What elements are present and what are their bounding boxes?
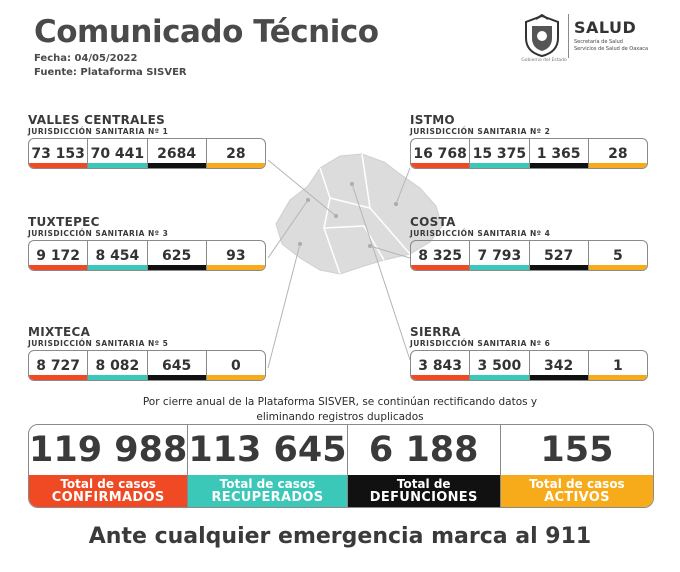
jurisdiction-name: TUXTEPEC (28, 215, 100, 229)
jurisdiction-subtitle: JURISDICCIÓN SANITARIA Nº 5 (28, 339, 169, 348)
logo-line-2: Servicios de Salud de Oaxaca (574, 46, 649, 52)
jurisdiction-subtitle: JURISDICCIÓN SANITARIA Nº 2 (410, 127, 551, 136)
deaths-value: 625 (147, 241, 207, 270)
active-value: 1 (588, 351, 647, 380)
notice-line-1: Por cierre anual de la Plataforma SISVER… (142, 396, 538, 408)
total-label: Total de casos ACTIVOS (500, 475, 653, 507)
notice-line-2: eliminando registros duplicados (256, 411, 424, 423)
salud-wordmark: SALUD (574, 18, 637, 37)
recovered-value: 8 454 (88, 241, 148, 270)
jurisdiction-sierra: SIERRA JURISDICCIÓN SANITARIA Nº 6 3 843… (410, 326, 650, 381)
jurisdiction-stats: 9 172 8 454 625 93 (28, 240, 266, 271)
jurisdiction-stats: 73 153 70 441 2684 28 (28, 138, 266, 169)
jurisdiction-valles-centrales: VALLES CENTRALES JURISDICCIÓN SANITARIA … (28, 114, 268, 169)
jurisdiction-subtitle: JURISDICCIÓN SANITARIA Nº 1 (28, 127, 169, 136)
jurisdiction-stats: 3 843 3 500 342 1 (410, 350, 648, 381)
total-confirmed: 119 988 Total de casos CONFIRMADOS (29, 425, 189, 507)
total-label: Total de DEFUNCIONES (347, 475, 500, 507)
total-label-line-1: Total de casos (60, 477, 156, 491)
jurisdiction-subtitle: JURISDICCIÓN SANITARIA Nº 3 (28, 229, 169, 238)
total-value: 155 (540, 430, 614, 470)
jurisdiction-stats: 8 325 7 793 527 5 (410, 240, 648, 271)
total-value: 6 188 (368, 430, 479, 470)
recovered-value: 3 500 (470, 351, 530, 380)
confirmed-value: 16 768 (411, 139, 471, 168)
total-label-line-1: Total de casos (529, 477, 625, 491)
report-date: Fecha: 04/05/2022 (34, 53, 138, 64)
total-value: 119 988 (29, 430, 188, 470)
emergency-footer: Ante cualquier emergencia marca al 911 (88, 524, 592, 549)
jurisdiction-costa: COSTA JURISDICCIÓN SANITARIA Nº 4 8 325 … (410, 216, 650, 271)
confirmed-value: 73 153 (29, 139, 89, 168)
oaxaca-seal-icon (525, 14, 559, 58)
recovered-value: 8 082 (88, 351, 148, 380)
deaths-value: 645 (147, 351, 207, 380)
logo-line-1: Secretaría de Salud (574, 39, 623, 45)
total-label-line-2: CONFIRMADOS (51, 490, 165, 505)
total-active: 155 Total de casos ACTIVOS (500, 425, 653, 507)
total-label-line-2: DEFUNCIONES (369, 490, 478, 505)
active-value: 0 (206, 351, 265, 380)
jurisdiction-name: SIERRA (410, 325, 461, 339)
total-label-line-2: ACTIVOS (544, 490, 610, 505)
total-label-line-2: RECUPERADOS (211, 490, 324, 505)
total-label-line-1: Total de casos (219, 477, 316, 491)
jurisdiction-tuxtepec: TUXTEPEC JURISDICCIÓN SANITARIA Nº 3 9 1… (28, 216, 268, 271)
total-recovered: 113 645 Total de casos RECUPERADOS (188, 425, 348, 507)
confirmed-value: 3 843 (411, 351, 471, 380)
totals-panel: 119 988 Total de casos CONFIRMADOS 113 6… (28, 424, 654, 508)
total-label-line-1: Total de (396, 477, 451, 491)
recovered-value: 7 793 (470, 241, 530, 270)
jurisdiction-istmo: ISTMO JURISDICCIÓN SANITARIA Nº 2 16 768… (410, 114, 650, 169)
seal-caption: Gobierno del Estado (521, 58, 567, 63)
jurisdiction-name: ISTMO (410, 113, 455, 127)
confirmed-value: 9 172 (29, 241, 89, 270)
total-value: 113 645 (188, 430, 347, 470)
page-title: Comunicado Técnico (34, 14, 379, 50)
deaths-value: 527 (529, 241, 589, 270)
confirmed-value: 8 727 (29, 351, 89, 380)
jurisdiction-subtitle: JURISDICCIÓN SANITARIA Nº 6 (410, 339, 551, 348)
recovered-value: 15 375 (470, 139, 530, 168)
recovered-value: 70 441 (88, 139, 148, 168)
total-label: Total de casos CONFIRMADOS (29, 475, 188, 507)
deaths-value: 342 (529, 351, 589, 380)
jurisdiction-subtitle: JURISDICCIÓN SANITARIA Nº 4 (410, 229, 551, 238)
deaths-value: 1 365 (529, 139, 589, 168)
jurisdiction-stats: 16 768 15 375 1 365 28 (410, 138, 648, 169)
jurisdiction-stats: 8 727 8 082 645 0 (28, 350, 266, 381)
logo-divider (568, 14, 569, 58)
confirmed-value: 8 325 (411, 241, 471, 270)
jurisdiction-name: COSTA (410, 215, 456, 229)
total-label: Total de casos RECUPERADOS (188, 475, 347, 507)
active-value: 28 (588, 139, 647, 168)
jurisdiction-name: VALLES CENTRALES (28, 113, 166, 127)
deaths-value: 2684 (147, 139, 207, 168)
active-value: 5 (588, 241, 647, 270)
jurisdiction-name: MIXTECA (28, 325, 91, 339)
active-value: 28 (206, 139, 265, 168)
jurisdiction-mixteca: MIXTECA JURISDICCIÓN SANITARIA Nº 5 8 72… (28, 326, 268, 381)
report-source: Fuente: Plataforma SISVER (34, 67, 187, 78)
notice-text: Por cierre anual de la Plataforma SISVER… (0, 395, 680, 425)
salud-logo: Gobierno del Estado SALUD Secretaría de … (520, 12, 650, 64)
active-value: 93 (206, 241, 265, 270)
total-deaths: 6 188 Total de DEFUNCIONES (347, 425, 501, 507)
